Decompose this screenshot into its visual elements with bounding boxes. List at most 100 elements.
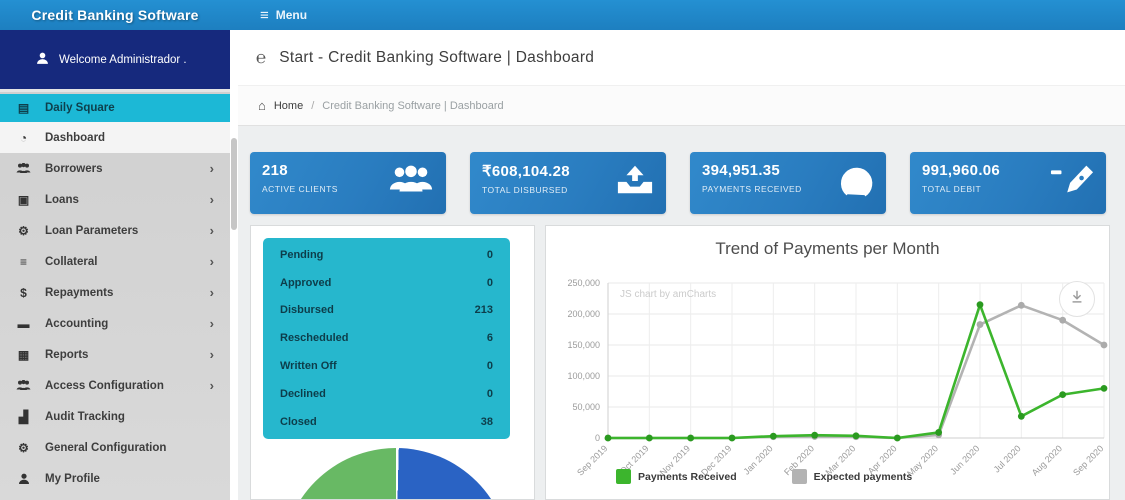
list-icon: ≡ [19,254,27,269]
sidebar-item-daily-square[interactable]: ▤ Daily Square [0,94,230,122]
status-row-declined: Declined 0 [280,387,493,400]
gear-icon: ⚙ [18,223,29,238]
chart-area-icon: ▟ [18,409,29,424]
chevron-right-icon: › [209,223,214,238]
dashboard-icon: ◔ [19,130,28,145]
sidebar-scrollbar-track [230,30,238,500]
chart-legend: Payments Received Expected payments [616,469,912,484]
payments-trend-line-chart: 0 50,000 100,000 150,000 200,000 250,000 Sep 2… [546,266,1109,499]
stat-card-total-disbursed: ₹608,104.28 TOTAL DISBURSED [470,152,666,214]
breadcrumb-home[interactable]: Home [273,99,304,112]
svg-text:0: 0 [595,433,600,443]
page-title: Start - Credit Banking Software | Dashbo… [279,48,595,66]
user-icon [36,52,49,68]
status-row-rescheduled: Rescheduled 6 [280,332,493,345]
svg-text:Sep 2020: Sep 2020 [1071,443,1105,477]
sidebar-item-audit-tracking[interactable]: ▟ Audit Tracking [0,401,230,432]
svg-text:JS chart by amCharts: JS chart by amCharts [620,289,716,300]
clients-group-icon [388,164,434,199]
status-row-approved: Approved 0 [280,276,493,289]
stat-value: 394,951.35 [702,162,781,179]
status-row-disbursed: Disbursed 213 [280,304,493,317]
svg-text:150,000: 150,000 [567,340,600,350]
menu-label: Menu [275,8,308,22]
sidebar-item-loans[interactable]: ▣ Loans › [0,184,230,215]
breadcrumb-separator: / [311,99,315,112]
sidebar-item-repayments[interactable]: $ Repayments › [0,277,230,308]
sidebar-item-general-configuration[interactable]: ⚙ General Configuration [0,432,230,463]
app-title: Credit Banking Software [31,7,199,23]
people-icon [15,380,32,391]
gear-icon: ⚙ [18,440,29,455]
chart-export-button[interactable] [1059,281,1095,317]
welcome-user[interactable]: Welcome Administrador . [0,30,230,92]
stat-value: ₹608,104.28 [482,163,570,180]
home-icon: ⌂ [258,98,266,113]
chevron-right-icon: › [209,192,214,207]
sidebar-item-my-profile[interactable]: My Profile [0,463,230,494]
chart-title: Trend of Payments per Month [715,239,940,258]
svg-text:Sep 2019: Sep 2019 [575,443,609,477]
legend-item-expected-payments[interactable]: Expected payments [791,469,912,484]
breadcrumb-current: Credit Banking Software | Dashboard [322,99,504,112]
loan-status-pie-chart [282,448,510,499]
stat-value: 991,960.06 [922,162,1001,179]
hamburger-icon: ≡ [260,6,269,24]
svg-text:250,000: 250,000 [567,278,600,288]
stat-card-active-clients: 218 ACTIVE CLIENTS [250,152,446,214]
sidebar-menu: ▤ Daily Square ◔ Dashboard Borrowers › ▣… [0,92,230,494]
sidebar-item-accounting[interactable]: ▬ Accounting › [0,308,230,339]
stat-card-payments-received: 394,951.35 PAYMENTS RECEIVED [690,152,886,214]
legend-swatch-green [616,469,631,484]
sidebar-item-access-configuration[interactable]: Access Configuration › [0,370,230,401]
sidebar-item-borrowers[interactable]: Borrowers › [0,153,230,184]
chevron-right-icon: › [209,254,214,269]
svg-text:Jul 2020: Jul 2020 [992,443,1023,474]
loans-icon: ▣ [17,192,30,207]
stat-label: TOTAL DEBIT [922,184,982,194]
page-header-icon: ℮ [256,47,267,67]
sidebar-item-reports[interactable]: ▦ Reports › [0,339,230,370]
download-icon [1069,289,1085,310]
daily-square-icon: ▤ [17,101,30,115]
chevron-right-icon: › [209,347,214,362]
scrollbar-thumb[interactable] [231,138,237,230]
person-icon [15,473,32,485]
svg-text:100,000: 100,000 [567,371,600,381]
stat-label: TOTAL DISBURSED [482,185,568,195]
people-icon [15,163,32,174]
card-icon: ▬ [17,316,30,331]
chevron-right-icon: › [209,161,214,176]
payments-trend-panel: Trend of Payments per Month 0 50,000 100,0… [545,225,1110,500]
stat-label: ACTIVE CLIENTS [262,184,338,194]
legend-item-payments-received[interactable]: Payments Received [616,469,737,484]
sidebar-item-dashboard[interactable]: ◔ Dashboard [0,122,230,153]
sidebar-item-loan-parameters[interactable]: ⚙ Loan Parameters › [0,215,230,246]
disbursed-tray-icon [616,164,654,201]
sidebar-item-collateral[interactable]: ≡ Collateral › [0,246,230,277]
svg-text:50,000: 50,000 [572,402,600,412]
stat-value: 218 [262,162,288,179]
sidebar: Welcome Administrador . ▤ Daily Square ◔… [0,30,230,500]
legend-swatch-gray [791,469,807,484]
stat-card-total-debit: 991,960.06 TOTAL DEBIT [910,152,1106,214]
status-row-written-off: Written Off 0 [280,360,493,373]
breadcrumb: ⌂ Home / Credit Banking Software | Dashb… [238,85,1125,126]
welcome-label: Welcome Administrador . [59,53,187,66]
topbar: Credit Banking Software ≡ Menu [0,0,1125,30]
chevron-right-icon: › [209,378,214,393]
chevron-right-icon: › [209,316,214,331]
page-header: ℮ Start - Credit Banking Software | Dash… [238,30,1125,85]
status-row-closed: Closed 38 [280,415,493,428]
chevron-right-icon: › [209,285,214,300]
svg-text:200,000: 200,000 [567,309,600,319]
debit-pen-icon [1050,164,1094,199]
received-arrow-icon [838,164,874,203]
loan-status-panel: Pending 0 Approved 0 Disbursed 213 Resch… [250,225,535,500]
stat-label: PAYMENTS RECEIVED [702,184,802,194]
bar-chart-icon: ▦ [17,347,30,362]
loan-status-table: Pending 0 Approved 0 Disbursed 213 Resch… [263,238,510,439]
status-row-pending: Pending 0 [280,248,493,261]
dollar-icon: $ [20,285,27,300]
menu-button[interactable]: ≡ Menu [260,0,307,30]
